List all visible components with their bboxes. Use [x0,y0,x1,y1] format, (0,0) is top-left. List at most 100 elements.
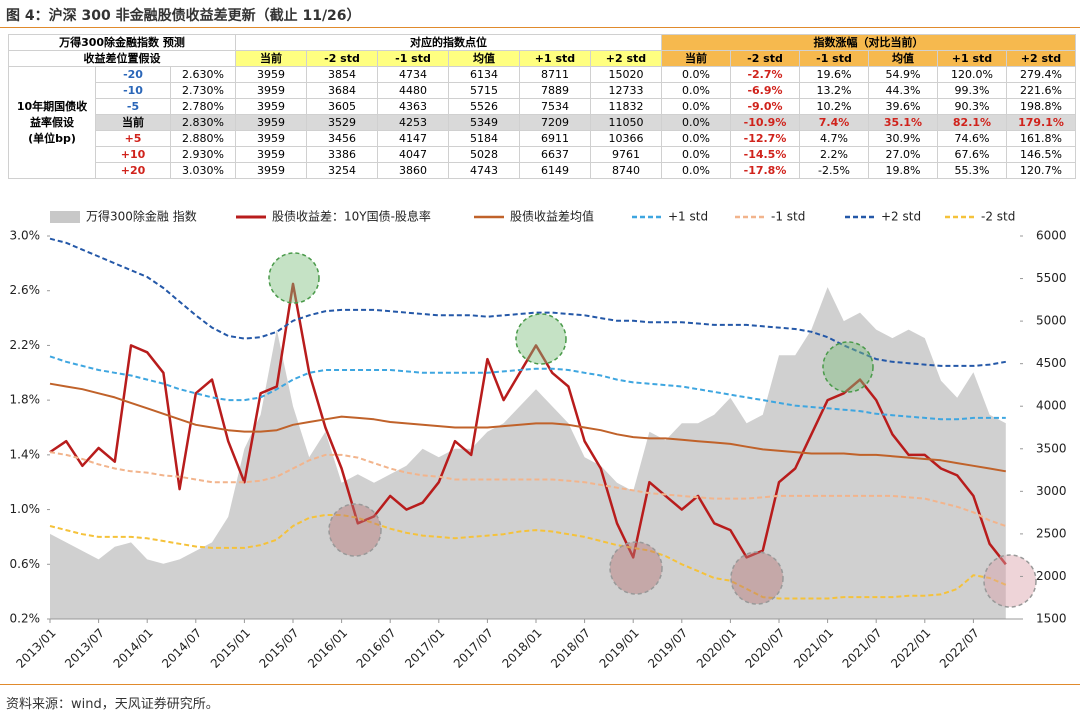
table-cell: -14.5% [730,146,800,163]
table-cell: 3529 [306,114,378,131]
y-tick-label: 1.4% [10,447,41,461]
table-cell: 3959 [235,130,307,147]
table-cell: 3959 [235,98,307,115]
series-line [49,451,1007,527]
y-tick-label: 0.6% [10,557,41,571]
series-line [49,237,1006,367]
column-header: -1 std [377,50,449,67]
table-cell: 4734 [377,66,449,83]
source-note: 资料来源：wind，天风证券研究所。 [6,697,219,712]
table-cell: -6.9% [730,82,800,99]
table-cell: 3854 [306,66,378,83]
y2-tick-label: 4500 [1036,356,1067,370]
table-cell: 3.030% [170,162,236,179]
y-tick-label: 3.0% [10,229,41,243]
table-cell: 2.780% [170,98,236,115]
x-tick-label: 2015/01 [208,626,253,671]
table-cell: 3959 [235,66,307,83]
table-cell: 3959 [235,146,307,163]
table-cell: 44.3% [868,82,938,99]
trough-highlight [609,541,663,595]
row-group-header: 10年期国债收 益率假设 (单位bp) [8,66,96,179]
table-cell: 179.1% [1006,114,1076,131]
column-header: +2 std [1006,50,1076,67]
y2-tick-label: 2500 [1036,526,1067,540]
x-tick-label: 2013/01 [13,626,58,671]
table-cell: 19.8% [868,162,938,179]
y-tick-label: 1.0% [10,502,41,516]
row-label: +20 [95,162,171,179]
x-tick-label: 2013/07 [62,626,107,671]
corner-header: 万得300除金融指数 预测 [8,34,236,51]
table-cell: 55.3% [937,162,1007,179]
legend-label: +1 std [668,210,708,224]
table-cell: 7209 [519,114,591,131]
forecast-table: 万得300除金融指数 预测 对应的指数点位 指数涨幅（对比当前） 收益差位置假设 当前 -… [8,34,1076,179]
column-header: +2 std [590,50,662,67]
table-cell: 2.730% [170,82,236,99]
table-cell: 2.2% [799,146,869,163]
series-line [49,282,1007,566]
table-cell: 54.9% [868,66,938,83]
table-cell: 161.8% [1006,130,1076,147]
x-tick-label: 2019/07 [645,626,690,671]
table-cell: -10.9% [730,114,800,131]
legend-label: -2 std [981,210,1015,224]
table-cell: 12733 [590,82,662,99]
table-cell: 82.1% [937,114,1007,131]
table-cell: 11832 [590,98,662,115]
x-tick-label: 2022/01 [888,626,933,671]
table-cell: 146.5% [1006,146,1076,163]
table-cell: 2.630% [170,66,236,83]
y-tick-label: 1.8% [10,393,41,407]
x-tick-label: 2014/07 [159,626,204,671]
table-cell: -2.7% [730,66,800,83]
table-cell: 7534 [519,98,591,115]
table-cell: 27.0% [868,146,938,163]
table-cell: 7.4% [799,114,869,131]
table-cell: 8711 [519,66,591,83]
group-header: 对应的指数点位 [235,34,662,51]
table-cell: -17.8% [730,162,800,179]
legend-label: +2 std [881,210,921,224]
table-cell: 4743 [448,162,520,179]
table-cell: 5349 [448,114,520,131]
peak-highlight [822,341,874,393]
table-cell: 0.0% [661,146,731,163]
column-header: 均值 [868,50,938,67]
trough-highlight [328,503,382,557]
table-cell: 74.6% [937,130,1007,147]
table-cell: 11050 [590,114,662,131]
table-cell: 3254 [306,162,378,179]
x-tick-label: 2021/07 [840,626,885,671]
peak-highlight [515,313,567,365]
chart: 0.2% 0.6% 1.0% 1.4% 1.8% 2.2% 2.6% 3.0% 1500 2000… [10,209,1067,671]
legend-label: 股债收益差均值 [510,209,594,224]
table-cell: 4363 [377,98,449,115]
table-cell: 13.2% [799,82,869,99]
y2-tick-label: 6000 [1036,229,1067,243]
y2-tick-label: 3000 [1036,484,1067,498]
table-cell: 39.6% [868,98,938,115]
table-cell: 0.0% [661,114,731,131]
table-cell: 0.0% [661,98,731,115]
legend-label: -1 std [771,210,805,224]
table-cell: 3386 [306,146,378,163]
table-cell: 9761 [590,146,662,163]
table-cell: 0.0% [661,130,731,147]
table-cell: 198.8% [1006,98,1076,115]
row-group-line: 10年期国债收 [16,99,88,113]
table-cell: 2.830% [170,114,236,131]
table-cell: 4.7% [799,130,869,147]
table-cell: 6149 [519,162,591,179]
column-header: +1 std [937,50,1007,67]
peak-highlight [268,252,320,304]
column-header: 均值 [448,50,520,67]
y2-tick-label: 5000 [1036,314,1067,328]
table-cell: 5184 [448,130,520,147]
x-tick-label: 2016/01 [305,626,350,671]
table-cell: 3684 [306,82,378,99]
x-tick-label: 2017/01 [402,626,447,671]
table-cell: 6911 [519,130,591,147]
